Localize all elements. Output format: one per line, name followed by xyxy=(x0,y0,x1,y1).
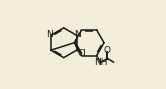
Text: O: O xyxy=(104,46,111,55)
Text: NH: NH xyxy=(94,58,107,67)
Text: N: N xyxy=(46,30,53,39)
Text: N: N xyxy=(75,30,81,39)
Text: Cl: Cl xyxy=(78,49,87,58)
